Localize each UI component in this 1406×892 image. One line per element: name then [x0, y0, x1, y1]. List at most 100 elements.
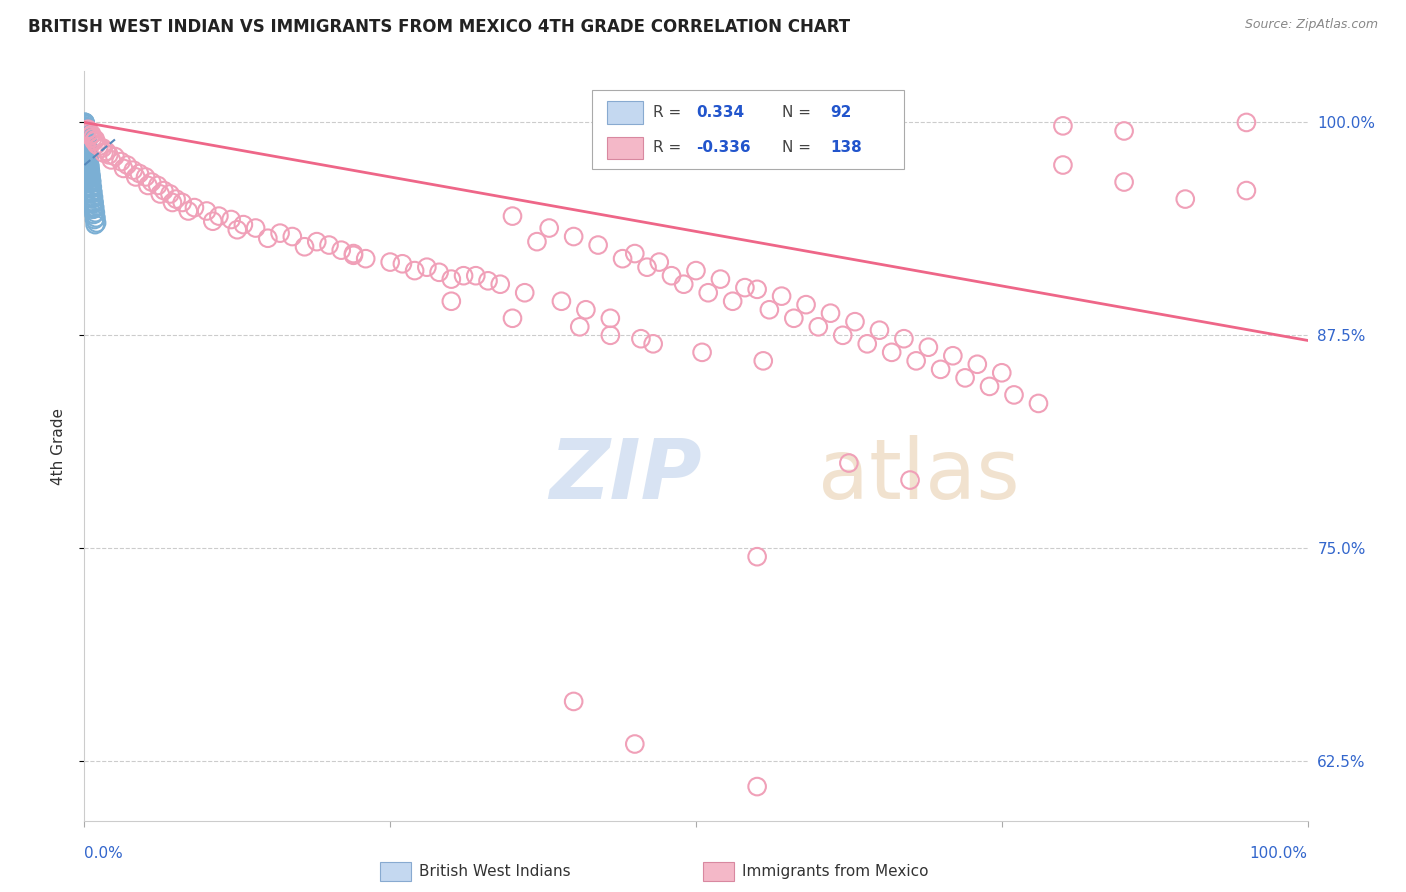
- Point: [79, 169, 101, 184]
- Text: ZIP: ZIP: [550, 435, 702, 516]
- Point: [1236, 184, 1258, 198]
- Point: [831, 328, 853, 343]
- Text: 0.0%: 0.0%: [84, 847, 124, 861]
- Point: [84, 211, 107, 225]
- Point: [80, 186, 103, 201]
- Point: [79, 163, 101, 178]
- Point: [856, 336, 879, 351]
- Point: [183, 201, 205, 215]
- Point: [76, 124, 98, 138]
- Point: [135, 169, 157, 184]
- Point: [75, 130, 97, 145]
- Point: [416, 260, 439, 275]
- Point: [73, 115, 96, 129]
- Point: [100, 153, 122, 167]
- Point: [342, 248, 364, 262]
- Point: [76, 136, 98, 150]
- Point: [122, 163, 145, 178]
- Text: N =: N =: [782, 105, 811, 120]
- Text: 100.0%: 100.0%: [1250, 847, 1308, 861]
- Point: [80, 128, 103, 142]
- Point: [440, 294, 463, 309]
- Point: [84, 205, 107, 219]
- Point: [84, 218, 107, 232]
- Point: [76, 141, 98, 155]
- Point: [747, 282, 769, 296]
- Text: 138: 138: [831, 140, 862, 155]
- Point: [195, 204, 218, 219]
- Point: [1002, 388, 1025, 402]
- Point: [97, 148, 120, 162]
- Point: [697, 285, 720, 300]
- Point: [80, 186, 103, 201]
- Point: [966, 357, 988, 371]
- Point: [929, 362, 952, 376]
- Text: R =: R =: [654, 140, 682, 155]
- Point: [526, 235, 548, 249]
- Point: [672, 277, 695, 292]
- Point: [80, 168, 103, 182]
- Point: [599, 328, 621, 343]
- Point: [75, 120, 97, 135]
- Point: [550, 294, 572, 309]
- Point: [75, 132, 97, 146]
- Point: [82, 180, 104, 194]
- Point: [96, 145, 118, 159]
- Point: [709, 272, 731, 286]
- Point: [75, 126, 97, 140]
- Point: [80, 175, 103, 189]
- Text: -0.336: -0.336: [696, 140, 751, 155]
- Point: [79, 129, 101, 144]
- Point: [80, 192, 103, 206]
- Point: [82, 190, 104, 204]
- Point: [979, 379, 1001, 393]
- Point: [880, 345, 903, 359]
- Point: [76, 136, 98, 150]
- Point: [1236, 115, 1258, 129]
- Point: [77, 148, 100, 162]
- Y-axis label: 4th Grade: 4th Grade: [51, 408, 66, 484]
- Point: [77, 126, 100, 140]
- Point: [758, 302, 780, 317]
- Point: [562, 229, 585, 244]
- Point: [1028, 396, 1050, 410]
- Point: [149, 186, 172, 201]
- Point: [77, 151, 100, 165]
- Point: [77, 156, 100, 170]
- Point: [77, 151, 100, 165]
- Point: [76, 145, 98, 159]
- Point: [77, 168, 100, 182]
- Point: [77, 153, 100, 167]
- Point: [83, 201, 105, 215]
- Point: [79, 167, 101, 181]
- Text: 0.334: 0.334: [696, 105, 744, 120]
- Point: [86, 137, 108, 152]
- Point: [612, 252, 634, 266]
- Point: [630, 332, 652, 346]
- Point: [110, 154, 132, 169]
- Point: [294, 240, 316, 254]
- Point: [93, 146, 115, 161]
- Point: [354, 252, 377, 266]
- Point: [76, 143, 98, 157]
- Point: [153, 184, 176, 198]
- Point: [76, 143, 98, 157]
- Point: [232, 218, 254, 232]
- Point: [752, 354, 775, 368]
- Point: [624, 246, 647, 260]
- Point: [136, 178, 159, 193]
- Text: atlas: atlas: [818, 435, 1019, 516]
- Point: [76, 137, 98, 152]
- Point: [643, 336, 665, 351]
- Point: [77, 122, 100, 136]
- Point: [1114, 175, 1136, 189]
- Point: [281, 229, 304, 244]
- Text: N =: N =: [782, 140, 811, 155]
- Point: [721, 294, 744, 309]
- Point: [76, 139, 98, 153]
- Point: [245, 221, 267, 235]
- Point: [77, 161, 100, 176]
- Point: [86, 216, 108, 230]
- Point: [648, 255, 671, 269]
- Point: [562, 694, 585, 708]
